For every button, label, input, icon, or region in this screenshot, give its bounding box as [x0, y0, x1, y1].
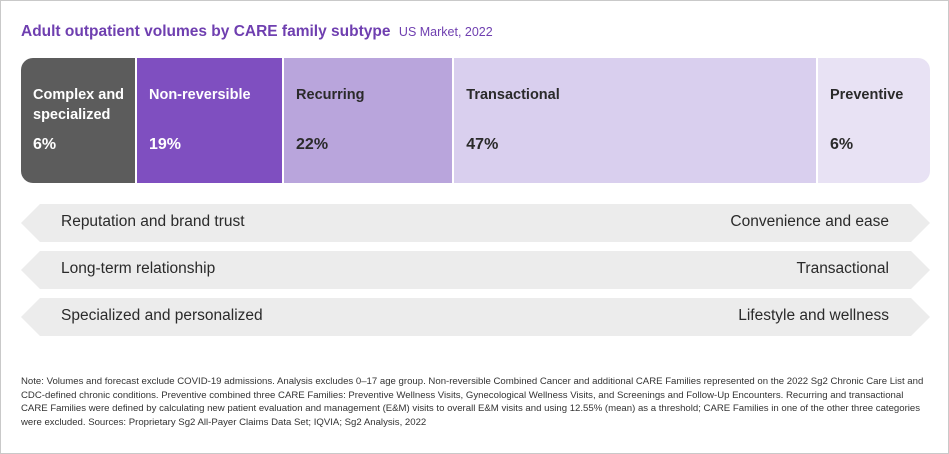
chart-title-row: Adult outpatient volumes by CARE family … [21, 23, 493, 41]
arrow-right-label: Convenience and ease [730, 213, 889, 230]
segment-value-label: 6% [33, 136, 57, 153]
chart-subtitle: US Market, 2022 [398, 25, 493, 39]
segment-value-label: 19% [149, 136, 182, 153]
arrow-right-label: Transactional [796, 260, 889, 277]
arrow-row-3: Specialized and personalized Lifestyle a… [21, 298, 930, 336]
segment-label: Recurring [296, 87, 365, 103]
arrow-left-label: Specialized and personalized [61, 307, 263, 324]
bar-segment: Transactional 47% [452, 58, 816, 183]
bar-segment: Non-reversible 19% [135, 58, 283, 183]
bar-segment: Complex and specialized 6% [21, 58, 135, 183]
arrow-row-2: Long-term relationship Transactional [21, 251, 930, 289]
chart-title: Adult outpatient volumes by CARE family … [21, 23, 391, 40]
stacked-bar: Complex and specialized 6% Non-reversible 1… [21, 58, 930, 183]
segment-label: Preventive [829, 87, 904, 103]
arrow-right-label: Lifestyle and wellness [738, 307, 889, 324]
segment-value-label: 47% [466, 136, 499, 153]
footnote: Note: Volumes and forecast exclude COVID… [21, 376, 924, 428]
bar-segment: Preventive 6% [815, 58, 930, 183]
segment-value-label: 22% [296, 136, 329, 153]
bar-segment: Recurring 22% [282, 58, 453, 183]
segment-label: Transactional [466, 87, 560, 103]
arrow-left-label: Reputation and brand trust [61, 213, 245, 230]
segment-label: Non-reversible [149, 87, 251, 103]
arrow-left-label: Long-term relationship [61, 260, 216, 277]
arrow-row-1: Reputation and brand trust Convenience a… [21, 204, 930, 242]
segment-value-label: 6% [829, 136, 854, 153]
double-arrow-icon [21, 204, 930, 242]
double-arrow-icon [21, 298, 930, 336]
segment-label: Complex and specialized [33, 87, 125, 123]
double-arrow-icon [21, 251, 930, 289]
